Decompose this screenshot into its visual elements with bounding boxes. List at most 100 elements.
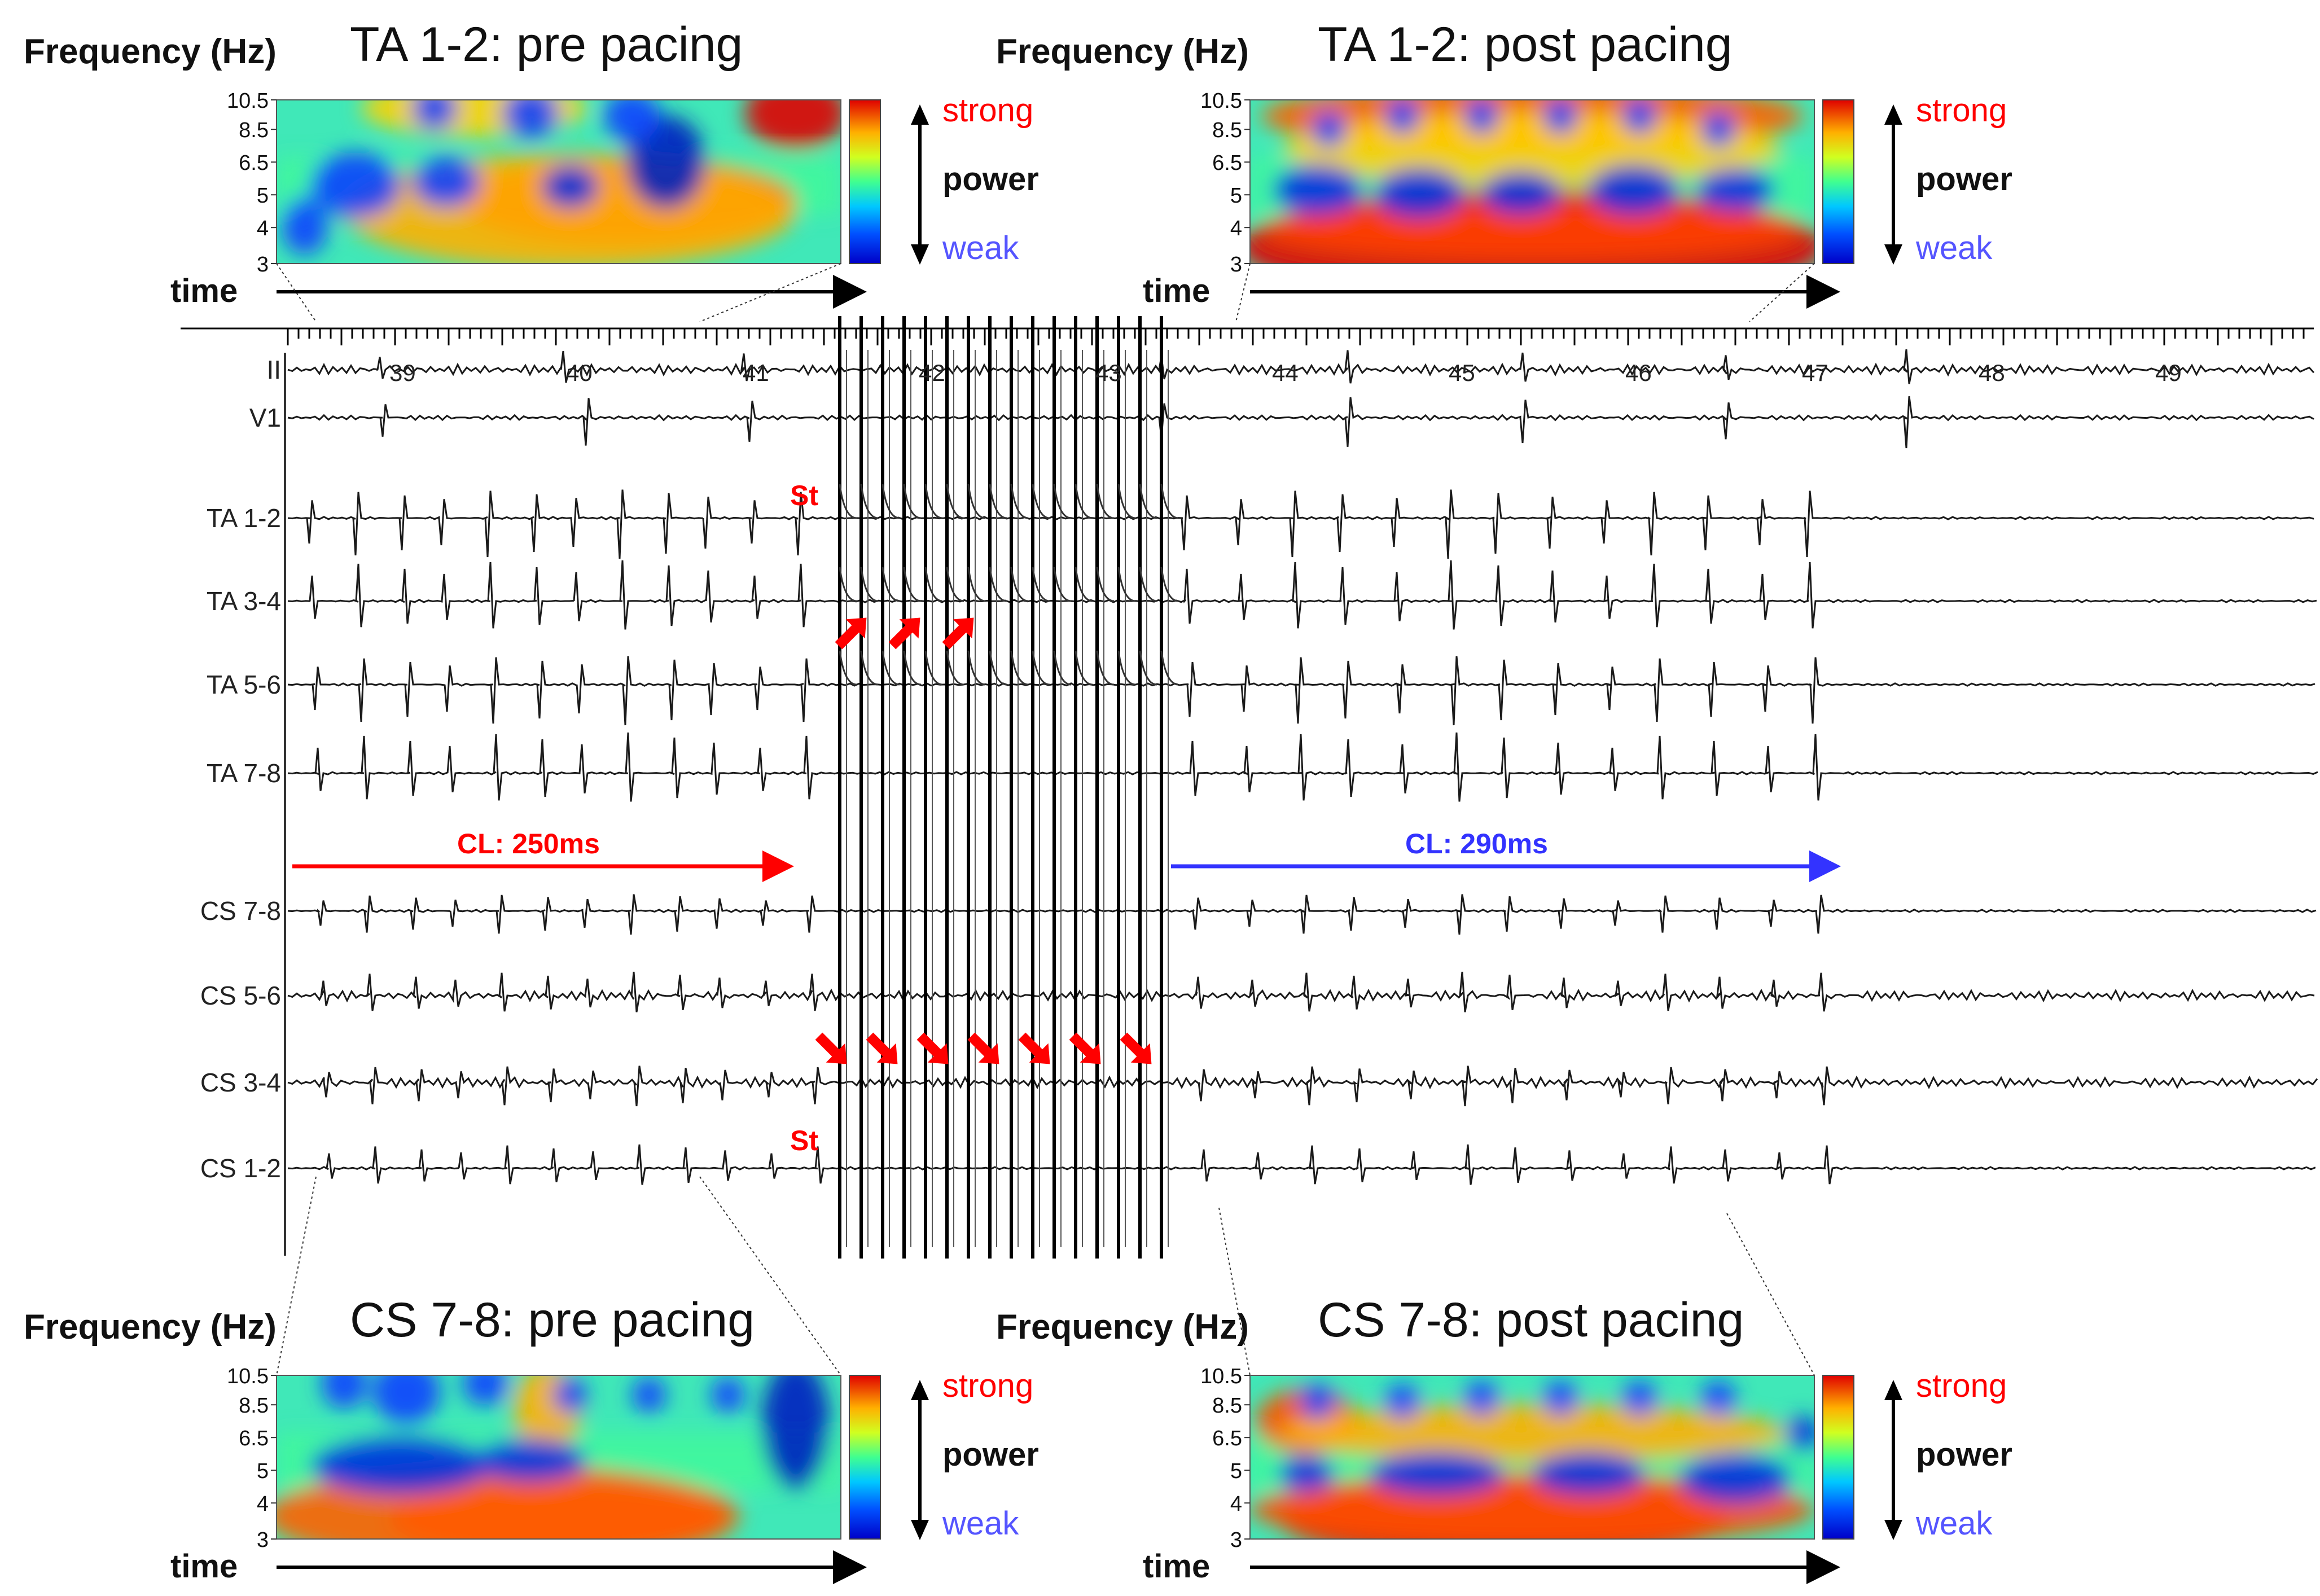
red-arrow-shape: [815, 1032, 847, 1064]
arrow-head-up: [911, 104, 929, 125]
trace-cs-7-8: [287, 894, 2317, 935]
arrow-head-down: [911, 244, 929, 265]
stim-decay: [881, 567, 900, 602]
time-axis-label: time: [170, 273, 238, 309]
stim-decay: [989, 650, 1007, 686]
stim-decay: [1032, 567, 1050, 602]
stim-decay: [967, 567, 986, 602]
panel-title: CS 7-8: post pacing: [1318, 1293, 1744, 1347]
second-label: 45: [1449, 359, 1475, 386]
stim-decay: [946, 567, 964, 602]
y-tick-label: 4: [1230, 217, 1242, 240]
stim-decay: [1053, 567, 1072, 602]
spectrogram-heatmap: [277, 1375, 841, 1539]
stim-decay: [989, 567, 1007, 602]
y-tick-label: 10.5: [227, 89, 269, 113]
time-axis-label: time: [1143, 273, 1210, 309]
stim-decay: [860, 567, 879, 602]
red-arrow-shape: [1018, 1032, 1050, 1064]
stim-decay: [839, 567, 857, 602]
stim-decay: [1010, 484, 1029, 519]
stim-decay: [1053, 650, 1072, 686]
stimulus-label-bottom: St: [790, 1125, 818, 1156]
second-label: 42: [919, 359, 945, 386]
channel-traces: [284, 349, 2318, 1256]
red-arrow-shape: [916, 1032, 949, 1064]
heatmap-frame: [276, 1375, 841, 1540]
second-label: 48: [1979, 359, 2005, 386]
stim-decay: [860, 650, 879, 686]
heatmap-frame: [276, 99, 841, 264]
power-colorbar: [849, 1375, 881, 1540]
y-tick-label: 4: [257, 217, 269, 240]
second-label: 41: [743, 359, 769, 386]
stim-decay: [946, 650, 964, 686]
stim-decay: [839, 484, 857, 519]
stim-decay: [1075, 484, 1093, 519]
arrow-head-up: [1884, 1380, 1902, 1400]
legend-weak: weak: [1915, 230, 1993, 266]
stim-decay: [1032, 484, 1050, 519]
stim-decay: [924, 484, 943, 519]
legend-power: power: [942, 1436, 1039, 1473]
spectrogram-heatmap: [277, 100, 841, 264]
red-arrow-shape: [1120, 1032, 1152, 1064]
trace-ta-7-8: [287, 732, 2318, 802]
arrow-head-down: [1884, 1520, 1902, 1540]
stim-decay: [903, 567, 922, 602]
y-tick-label: 5: [257, 1459, 269, 1483]
stim-decay: [946, 484, 964, 519]
stim-decay: [1139, 567, 1157, 602]
frequency-axis-label: Frequency (Hz): [996, 32, 1249, 71]
y-tick-label: 6.5: [1212, 1427, 1242, 1450]
second-label: 47: [1802, 359, 1828, 386]
arrow-down-right: [1069, 1032, 1101, 1064]
stim-decay: [1032, 650, 1050, 686]
stim-decay: [1117, 567, 1136, 602]
panel-title: TA 1-2: post pacing: [1318, 17, 1733, 72]
zoom-connector: [276, 1176, 317, 1376]
trace-ta-1-2: [287, 489, 2314, 559]
arrow-down-right: [1120, 1032, 1152, 1064]
cl-post-label: CL: 290ms: [1405, 828, 1548, 860]
panel-cs-post: Frequency (Hz) CS 7-8: post pacing 10.5 8.5…: [996, 1293, 2012, 1585]
arrow-down-right: [916, 1032, 949, 1064]
channel-label: V1: [249, 403, 281, 432]
ecg-recording: 39 40 41 42 43 44 45 46 47 48 49 II V1 TA 1-2 TA 3-4 TA…: [181, 263, 2318, 1376]
arrow-up-right: [888, 617, 920, 650]
annotations: St St CL: 250ms CL: 290ms: [292, 480, 1841, 1156]
legend-strong: strong: [942, 92, 1033, 129]
zoom-connector: [276, 263, 317, 322]
stim-decay: [1075, 567, 1093, 602]
stim-decay: [1117, 484, 1136, 519]
zoom-connectors: [276, 263, 1815, 1376]
stim-decay: [1075, 650, 1093, 686]
y-tick-label: 8.5: [1212, 119, 1242, 142]
stim-decay: [903, 650, 922, 686]
y-tick-label: 3: [257, 253, 269, 277]
stim-decay: [1010, 567, 1029, 602]
legend-power: power: [942, 161, 1039, 198]
stim-decay: [1010, 650, 1029, 686]
red-arrow-shape: [1069, 1032, 1101, 1064]
second-label: 39: [389, 359, 416, 386]
legend-weak: weak: [942, 230, 1019, 266]
arrow-head-up: [911, 1380, 929, 1400]
second-label: 40: [566, 359, 593, 386]
stim-decay: [839, 650, 857, 686]
time-ruler: [181, 327, 2314, 345]
stim-decay: [1160, 650, 1179, 686]
trace-cs-3-4: [287, 1066, 2318, 1107]
spectrogram-heatmap: [1250, 100, 1814, 264]
arrow-down-right: [1018, 1032, 1050, 1064]
stim-decay: [1139, 650, 1157, 686]
frequency-axis-label: Frequency (Hz): [24, 32, 277, 71]
y-tick-label: 3: [1230, 253, 1242, 277]
y-tick-label: 3: [257, 1528, 269, 1552]
channel-label: TA 1-2: [207, 503, 281, 533]
trace-ii: [287, 349, 2315, 384]
channel-label: TA 7-8: [207, 758, 281, 788]
y-tick-label: 8.5: [239, 119, 269, 142]
red-arrow-shape: [942, 617, 974, 650]
